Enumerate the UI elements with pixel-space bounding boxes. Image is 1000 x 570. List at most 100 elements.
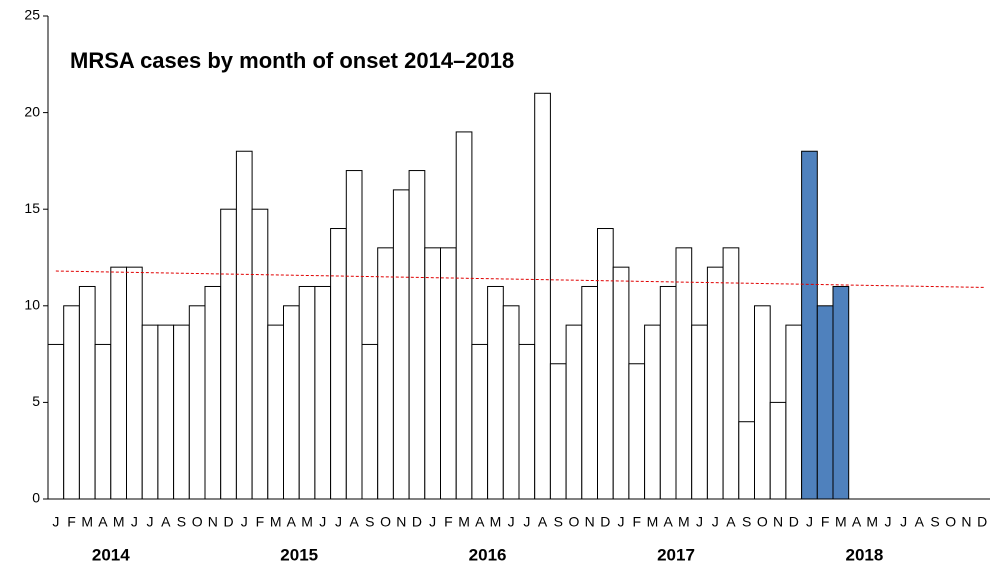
- x-tick-label: S: [554, 514, 563, 530]
- x-tick-label: D: [412, 514, 422, 530]
- x-tick-label: J: [696, 514, 703, 530]
- y-tick-label: 10: [24, 297, 40, 313]
- bar: [173, 324, 190, 500]
- bar: [754, 305, 771, 500]
- x-tick-label: N: [961, 514, 971, 530]
- year-label: 2017: [657, 545, 695, 564]
- x-tick-label: S: [365, 514, 374, 530]
- x-tick-label: A: [287, 514, 297, 530]
- x-tick-label: M: [301, 514, 313, 530]
- bar: [267, 324, 284, 500]
- x-tick-label: O: [569, 514, 580, 530]
- x-tick-label: F: [632, 514, 641, 530]
- x-tick-label: F: [821, 514, 830, 530]
- bar: [455, 131, 473, 500]
- bar: [110, 266, 128, 500]
- bar: [188, 305, 206, 500]
- x-tick-label: N: [773, 514, 783, 530]
- bar: [424, 247, 441, 500]
- x-tick-label: O: [945, 514, 956, 530]
- year-label: 2014: [92, 545, 130, 564]
- bar: [549, 363, 567, 500]
- x-tick-label: J: [900, 514, 907, 530]
- bar: [63, 305, 80, 500]
- y-tick-label: 20: [24, 103, 40, 119]
- x-tick-label: A: [915, 514, 925, 530]
- bar: [565, 324, 583, 500]
- x-tick-label: M: [270, 514, 282, 530]
- x-tick-label: M: [113, 514, 125, 530]
- bar: [471, 343, 489, 500]
- chart-title: MRSA cases by month of onset 2014–2018: [70, 48, 514, 73]
- x-tick-label: N: [208, 514, 218, 530]
- bar: [330, 228, 347, 500]
- y-tick-label: 5: [32, 393, 40, 409]
- x-tick-label: A: [475, 514, 485, 530]
- x-tick-label: M: [835, 514, 847, 530]
- x-tick-label: M: [458, 514, 470, 530]
- bar: [691, 324, 708, 500]
- y-tick-label: 25: [24, 7, 40, 23]
- x-tick-label: F: [67, 514, 76, 530]
- bar: [157, 324, 175, 500]
- bar: [785, 324, 803, 500]
- x-tick-label: O: [757, 514, 768, 530]
- x-tick-label: M: [647, 514, 659, 530]
- x-tick-label: A: [663, 514, 673, 530]
- x-tick-label: O: [192, 514, 203, 530]
- bar: [361, 343, 379, 500]
- bar: [769, 401, 787, 500]
- bar: [47, 343, 65, 500]
- bar: [597, 228, 614, 500]
- x-tick-label: J: [319, 514, 326, 530]
- bar: [251, 208, 269, 500]
- x-tick-label: J: [618, 514, 625, 530]
- x-tick-label: A: [726, 514, 736, 530]
- year-label: 2016: [469, 545, 507, 564]
- x-tick-label: J: [712, 514, 719, 530]
- x-tick-label: J: [523, 514, 530, 530]
- bar: [502, 305, 520, 500]
- x-tick-label: J: [147, 514, 154, 530]
- x-tick-label: F: [256, 514, 265, 530]
- bar: [738, 421, 755, 500]
- x-tick-label: D: [600, 514, 610, 530]
- year-label: 2018: [845, 545, 883, 564]
- bar: [612, 266, 630, 500]
- x-tick-label: J: [884, 514, 891, 530]
- bar: [283, 305, 300, 500]
- x-tick-label: A: [852, 514, 862, 530]
- trend-line: [55, 270, 986, 288]
- x-tick-label: D: [977, 514, 987, 530]
- x-tick-label: J: [806, 514, 813, 530]
- x-tick-label: N: [396, 514, 406, 530]
- bar: [141, 324, 159, 500]
- bar: [801, 150, 818, 500]
- bar: [816, 305, 834, 500]
- bar: [581, 285, 598, 500]
- bar: [440, 247, 457, 500]
- bar: [675, 247, 693, 500]
- x-tick-label: J: [335, 514, 342, 530]
- x-tick-label: M: [866, 514, 878, 530]
- bar: [487, 285, 504, 500]
- bar: [298, 285, 316, 500]
- bar: [832, 285, 850, 500]
- bar: [392, 189, 410, 500]
- x-tick-label: D: [789, 514, 799, 530]
- bar: [644, 324, 661, 500]
- x-tick-label: A: [349, 514, 359, 530]
- x-tick-label: J: [429, 514, 436, 530]
- x-tick-label: J: [508, 514, 515, 530]
- x-tick-label: J: [241, 514, 248, 530]
- bar: [235, 150, 253, 500]
- x-tick-label: A: [98, 514, 108, 530]
- x-tick-label: S: [930, 514, 939, 530]
- bar: [518, 343, 536, 500]
- bar: [220, 208, 237, 500]
- x-tick-label: M: [678, 514, 690, 530]
- bar: [628, 363, 646, 500]
- bar: [204, 285, 222, 500]
- x-tick-label: A: [538, 514, 548, 530]
